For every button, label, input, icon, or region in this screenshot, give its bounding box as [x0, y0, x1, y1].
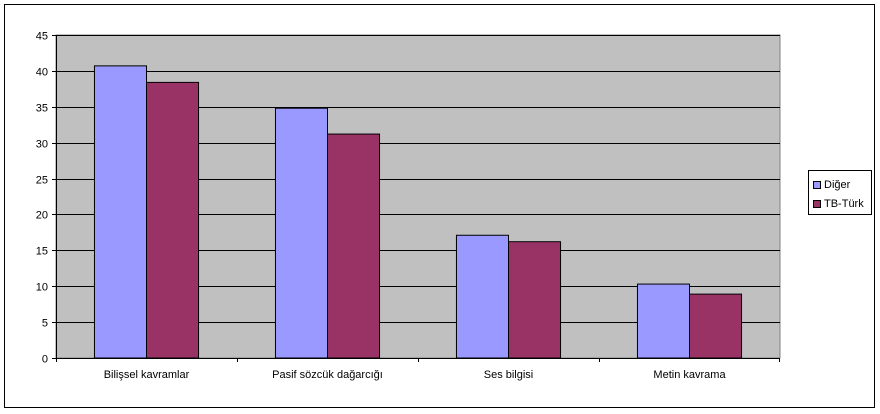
y-tick-label: 5 — [42, 318, 48, 330]
bar-tb-turk — [689, 293, 743, 359]
legend-swatch-tb-turk — [813, 199, 821, 208]
legend-label-diger: Diğer — [824, 178, 851, 191]
bar-tb-turk — [327, 133, 381, 359]
x-tick-labels: Bilişsel kavramlar Pasif sözcük dağarcığı… — [104, 369, 727, 381]
y-tick-label: 0 — [42, 354, 48, 366]
y-tick-label: 40 — [36, 67, 48, 79]
y-tick-labels: 0 5 10 15 20 25 30 35 40 45 — [36, 31, 48, 366]
y-tick-label: 20 — [36, 210, 48, 222]
bar-tb-turk — [146, 81, 200, 359]
legend-swatch-diger — [813, 180, 821, 189]
legend-label-tb-turk: TB-Türk — [824, 197, 864, 210]
y-tick-label: 35 — [36, 103, 48, 115]
legend-item-diger: Diğer — [813, 178, 850, 191]
x-tick-label: Bilişsel kavramlar — [104, 369, 190, 381]
legend-item-tb-turk: TB-Türk — [813, 197, 864, 210]
bar-diger — [636, 283, 691, 359]
y-tick-label: 30 — [36, 139, 48, 151]
y-tick-label: 25 — [36, 175, 48, 187]
y-tick-label: 10 — [36, 282, 48, 294]
x-tick-label: Ses bilgisi — [484, 369, 534, 381]
bars — [93, 65, 743, 359]
bar-diger — [274, 107, 328, 359]
y-tick-label: 45 — [36, 31, 48, 43]
axes — [52, 35, 780, 362]
legend: Diğer TB-Türk — [808, 170, 872, 215]
bar-tb-turk — [508, 241, 562, 359]
bar-diger — [455, 234, 509, 359]
x-tick-label: Pasif sözcük dağarcığı — [272, 369, 383, 381]
y-tick-label: 15 — [36, 246, 48, 258]
x-tick-label: Metin kavrama — [653, 369, 726, 381]
bar-diger — [93, 65, 147, 359]
